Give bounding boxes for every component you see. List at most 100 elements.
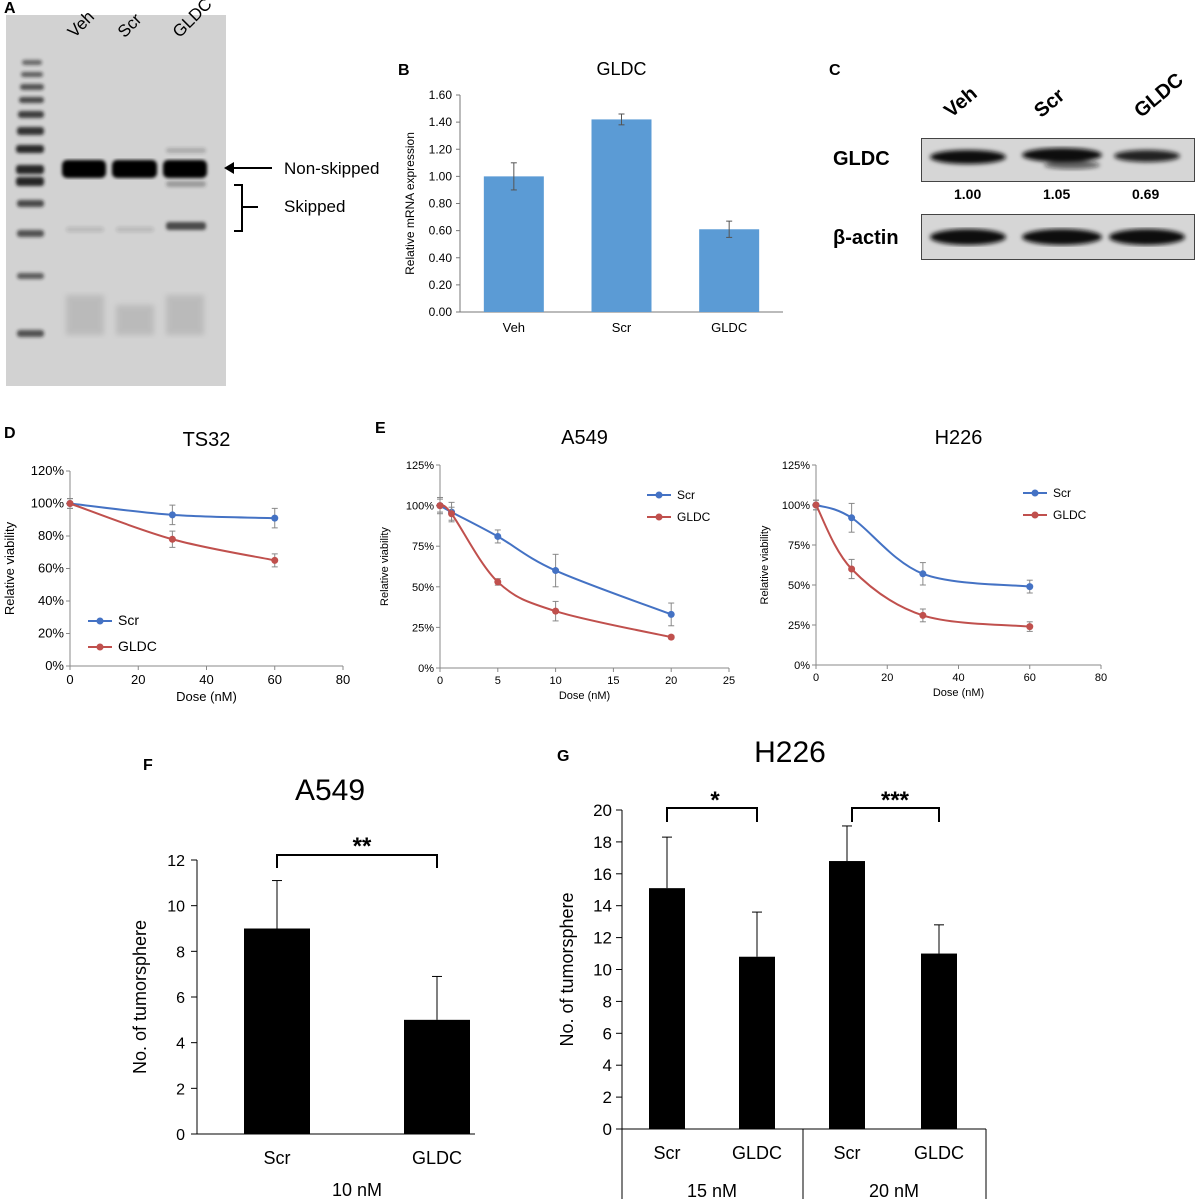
chart-g-bar xyxy=(829,861,865,1129)
chart-f-ytick: 6 xyxy=(176,990,185,1007)
chart-e2-ytick: 25% xyxy=(788,620,810,632)
nonskipped-bands xyxy=(62,160,207,178)
chart-e2-ytick: 50% xyxy=(788,580,810,592)
chart-e2-legend-marker xyxy=(1031,511,1039,519)
chart-f-xtick: Scr xyxy=(264,1148,291,1168)
chart-b-xtick: Scr xyxy=(612,320,632,335)
chart-e1-xtick: 25 xyxy=(723,675,735,687)
chart-e1-ytick: 0% xyxy=(418,663,434,675)
chart-d-point xyxy=(271,514,279,522)
ladder-bands xyxy=(16,60,44,337)
chart-f-title: A549 xyxy=(295,774,365,807)
chart-g-xtick: Scr xyxy=(654,1143,681,1163)
chart-f-sig-bracket xyxy=(276,854,438,868)
chart-f-ytick: 12 xyxy=(167,853,185,870)
chart-e2-ytick: 75% xyxy=(788,540,810,552)
chart-d-ytick: 0% xyxy=(45,658,64,673)
chart-e1-xlabel: Dose (nM) xyxy=(559,690,610,702)
chart-g-ytick: 2 xyxy=(603,1088,612,1107)
chart-e1-ytick: 125% xyxy=(406,460,434,472)
chart-d-ytick: 20% xyxy=(38,626,64,641)
chart-f-ytick: 8 xyxy=(176,944,185,961)
chart-e2-point xyxy=(919,611,927,619)
chart-e-a549: A549 0% 25% 50% 75% 100% 125% 0 5 10 15 20 25 Dose (n… xyxy=(379,427,735,702)
chart-e1-point xyxy=(552,567,560,575)
chart-f-ylabel: No. of tumorsphere xyxy=(130,920,150,1074)
chart-e2-ytick: 125% xyxy=(782,460,810,472)
chart-d-ytick: 60% xyxy=(38,561,64,576)
chart-g-ytick: 0 xyxy=(603,1120,612,1139)
chart-b-ytick: 1.00 xyxy=(429,169,453,183)
chart-e1-xtick: 15 xyxy=(607,675,619,687)
chart-d-xtick: 40 xyxy=(199,672,213,687)
chart-d-ytick: 80% xyxy=(38,528,64,543)
chart-f-ytick: 0 xyxy=(176,1127,185,1144)
chart-g-ytick: 4 xyxy=(603,1056,612,1075)
chart-b-xtick: GLDC xyxy=(711,320,747,335)
chart-e1-point xyxy=(436,502,444,510)
chart-d-point xyxy=(168,511,176,519)
chart-d-ytick: 40% xyxy=(38,593,64,608)
chart-g-sig-label: *** xyxy=(881,787,910,814)
panel-letter-a: A xyxy=(4,0,16,17)
chart-d-xtick: 20 xyxy=(131,672,145,687)
chart-d-legend-label: Scr xyxy=(118,612,139,628)
chart-g-ylabel: No. of tumorsphere xyxy=(557,892,577,1046)
chart-d-xlabel: Dose (nM) xyxy=(176,689,237,704)
chart-e1-ytick: 100% xyxy=(406,501,434,513)
chart-f-xtick: GLDC xyxy=(412,1148,462,1168)
chart-e2-legend-label: Scr xyxy=(1053,486,1071,500)
wb-lane-label-veh: Veh xyxy=(940,82,982,123)
chart-d-legend-label: GLDC xyxy=(118,638,157,654)
chart-e1-ytick: 75% xyxy=(412,541,434,553)
chart-e1-ylabel: Relative viability xyxy=(379,527,391,606)
chart-e2-title: H226 xyxy=(935,427,983,449)
chart-g-title: H226 xyxy=(754,736,826,769)
chart-e1-point xyxy=(667,610,675,618)
chart-e2-xtick: 40 xyxy=(952,672,964,684)
wb-lane-label-scr: Scr xyxy=(1030,84,1070,123)
panel-letter-f: F xyxy=(143,757,153,774)
wb-gldc-label: GLDC xyxy=(833,148,890,170)
chart-b-bar xyxy=(483,176,544,312)
chart-e1-xtick: 5 xyxy=(495,675,501,687)
chart-f-bar xyxy=(244,928,310,1134)
bracket-icon xyxy=(234,184,258,232)
chart-e2-ylabel: Relative viability xyxy=(759,525,771,604)
panel-letter-g: G xyxy=(557,748,570,765)
chart-e2-ytick: 0% xyxy=(794,660,810,672)
non-skipped-label: Non-skipped xyxy=(284,159,380,178)
chart-e2-point xyxy=(848,565,856,573)
chart-b-xtick: Veh xyxy=(503,320,525,335)
skipped-label: Skipped xyxy=(284,197,346,216)
chart-b-ylabel: Relative mRNA expression xyxy=(403,132,417,275)
chart-e1-ytick: 25% xyxy=(412,622,434,634)
chart-f-bar xyxy=(404,1019,470,1134)
gel-image xyxy=(6,15,226,386)
chart-e2-xtick: 20 xyxy=(881,672,893,684)
chart-e1-legend-label: GLDC xyxy=(677,510,711,524)
skipped-bands xyxy=(66,148,206,232)
chart-e2-xtick: 60 xyxy=(1024,672,1036,684)
chart-g-group-label: 15 nM xyxy=(687,1181,737,1201)
chart-d-ts32: TS32 0% 20% 40% 60% 80% 100% 120% 0 20 40 60 80 Dose … xyxy=(2,429,350,704)
chart-e2-xtick: 0 xyxy=(813,672,819,684)
chart-d-ytick: 100% xyxy=(31,496,65,511)
chart-e2-point xyxy=(848,514,856,522)
chart-d-legend-marker xyxy=(96,617,104,625)
chart-e1-point xyxy=(667,633,675,641)
chart-d-point xyxy=(168,535,176,543)
chart-e1-point xyxy=(552,607,560,615)
gel-arrow-bracket xyxy=(224,162,272,232)
panel-letter-c: C xyxy=(829,62,841,79)
chart-g-ytick: 18 xyxy=(593,833,612,852)
chart-e2-series-line xyxy=(815,504,1030,588)
chart-e2-point xyxy=(812,501,820,509)
chart-e1-ytick: 50% xyxy=(412,582,434,594)
chart-g-sig-bracket xyxy=(851,807,940,822)
chart-e1-point xyxy=(494,578,502,586)
chart-g-ytick: 6 xyxy=(603,1024,612,1043)
panel-letter-b: B xyxy=(398,62,410,79)
chart-d-ytick: 120% xyxy=(31,463,65,478)
wb-actin-label: β-actin xyxy=(833,227,899,249)
